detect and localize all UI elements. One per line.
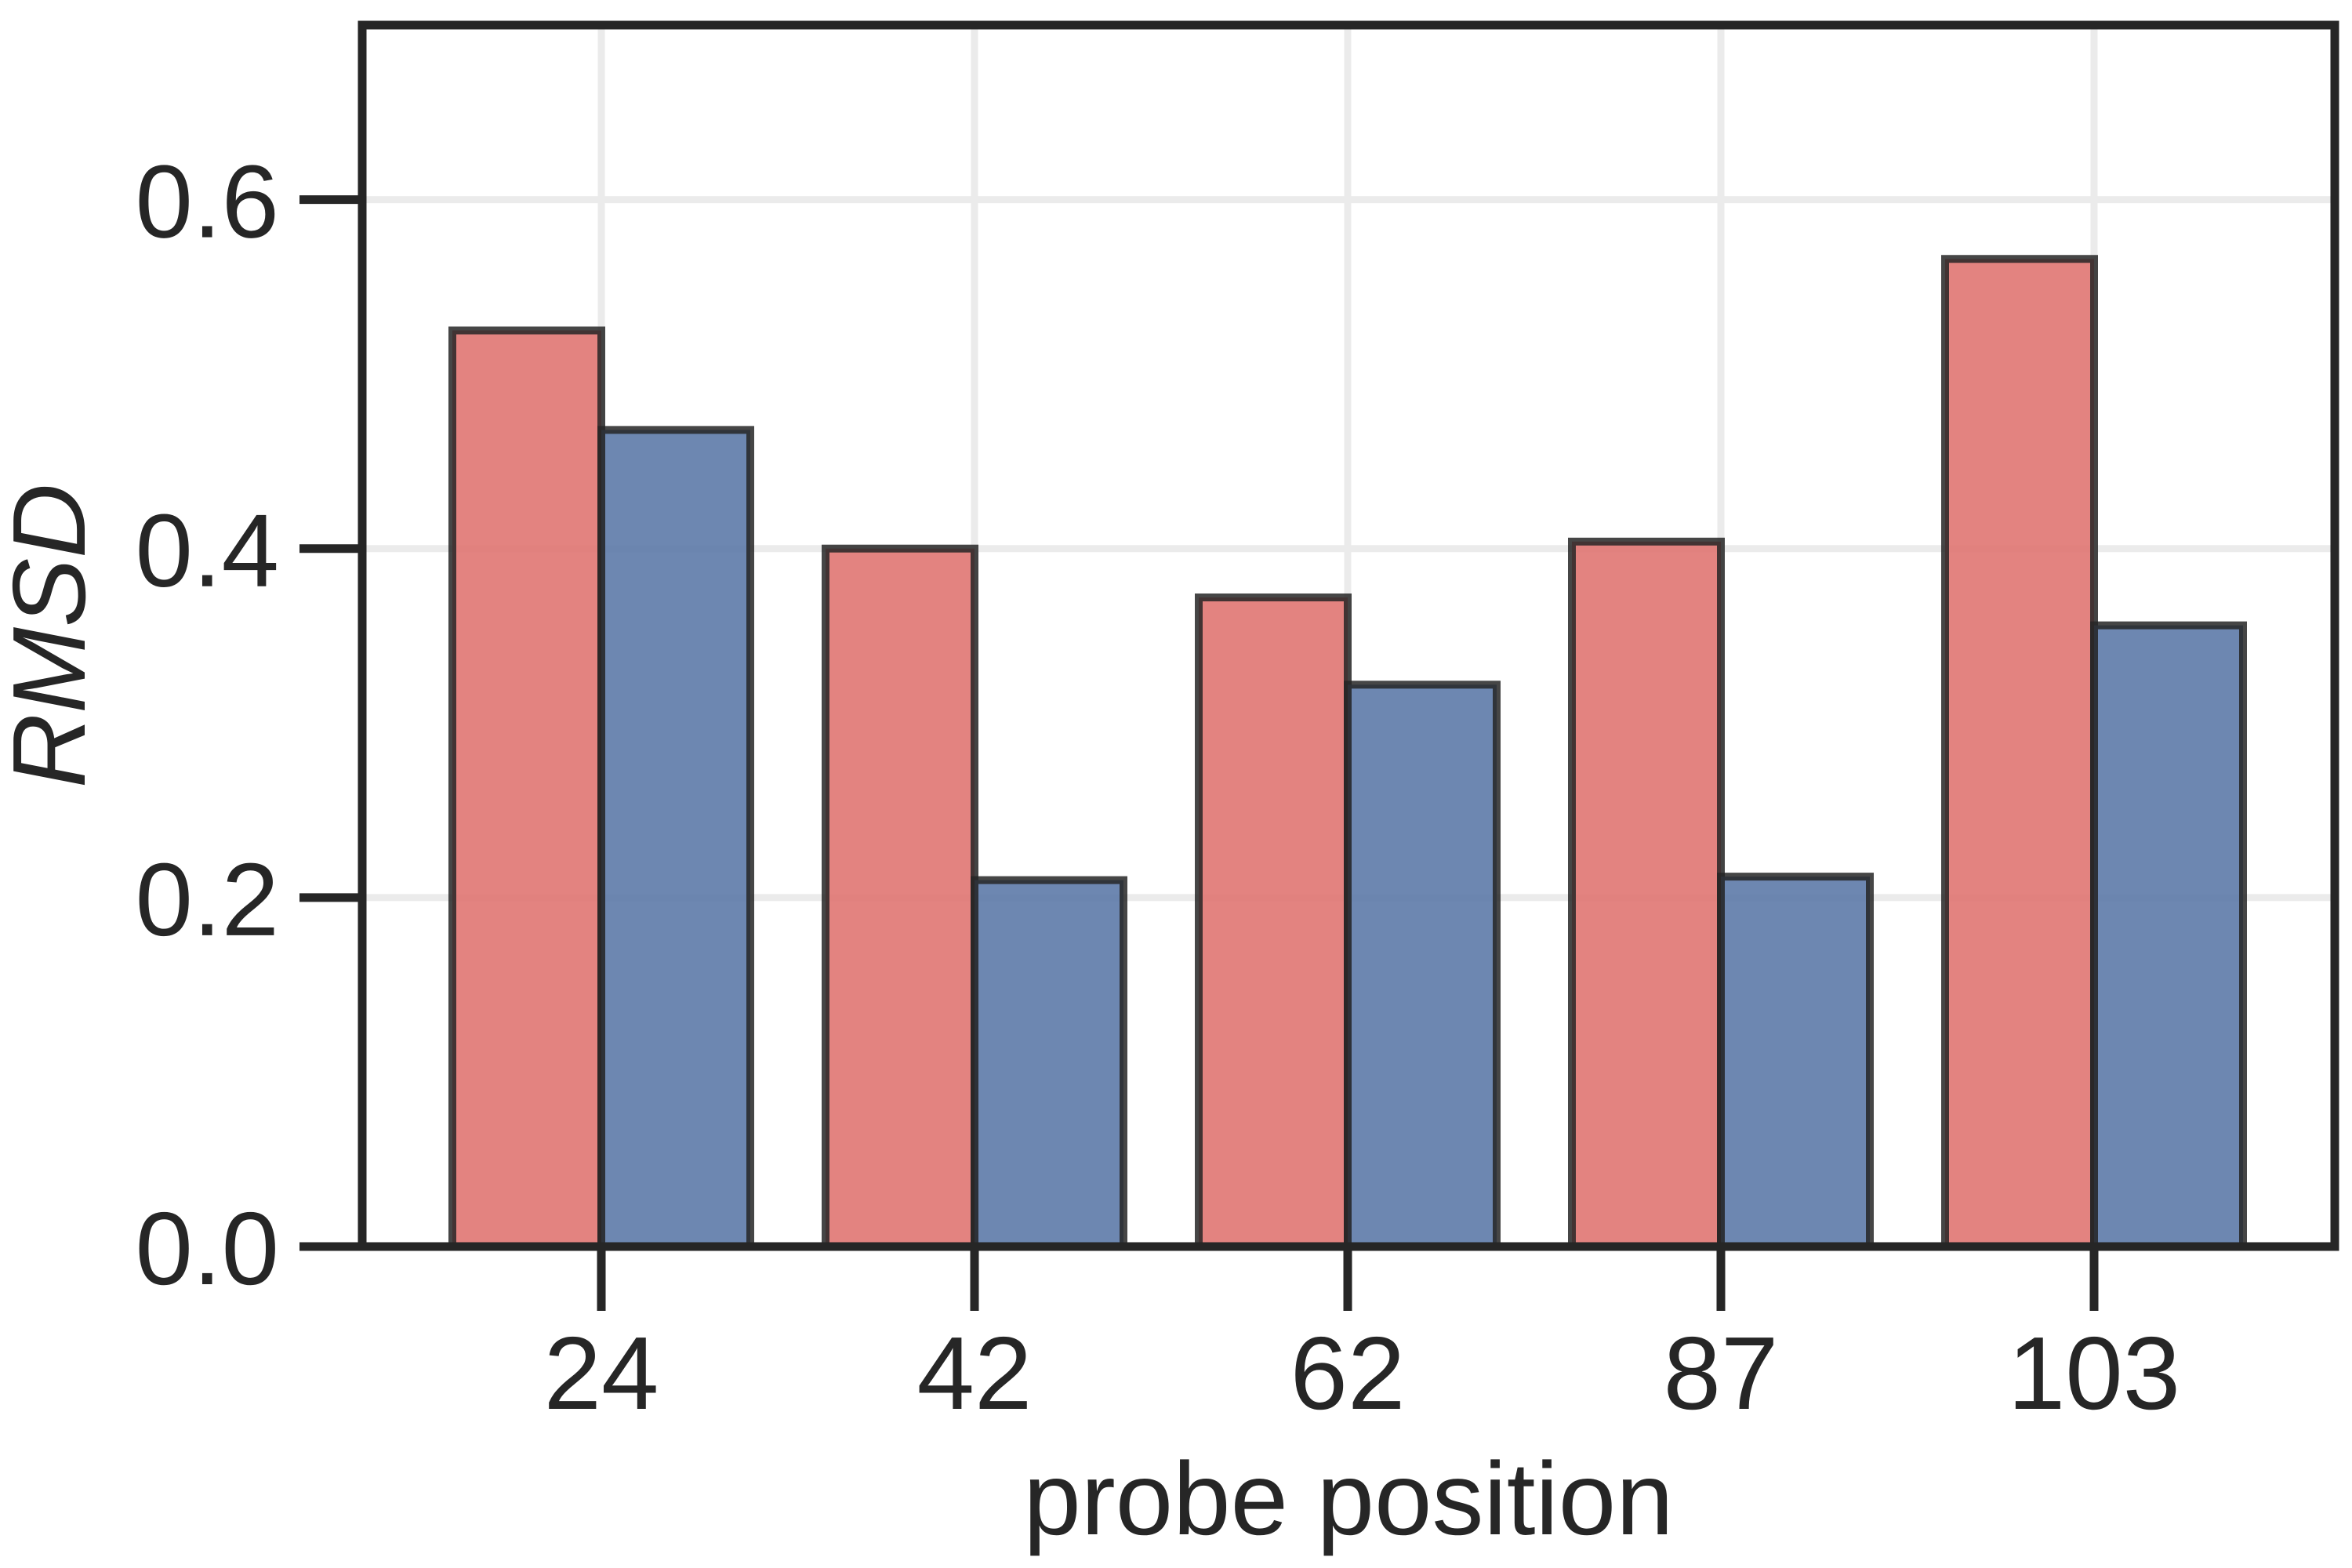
bar-series-1-42	[822, 544, 978, 1250]
y-tick-label: 0.4	[136, 493, 280, 608]
bars	[448, 255, 2247, 1250]
x-tick-label: 24	[544, 1316, 659, 1431]
bar-series-2-42	[971, 876, 1127, 1250]
x-tick-label: 87	[1664, 1316, 1779, 1431]
y-tick-label: 0.6	[136, 144, 280, 260]
bar-series-2-24	[597, 426, 754, 1250]
bar-series-2-87	[1717, 873, 1874, 1250]
bar-series-2-62	[1344, 681, 1501, 1250]
bar-series-1-103	[1941, 255, 2098, 1250]
bar-series-1-87	[1568, 537, 1725, 1250]
bar-series-1-24	[448, 326, 605, 1250]
x-tick-label: 62	[1290, 1316, 1406, 1431]
x-axis-label: probe position	[1023, 1441, 1673, 1556]
y-axis-label: RMSD	[0, 484, 107, 789]
bar-series-2-103	[2090, 621, 2247, 1250]
axis-ticks: 0.0 0.2 0.4 0.6 24 42 62 87 103	[136, 144, 2181, 1431]
x-tick-label: 42	[917, 1316, 1033, 1431]
x-tick-label: 103	[2008, 1316, 2180, 1431]
y-tick-label: 0.0	[136, 1191, 280, 1306]
bar-series-1-62	[1195, 593, 1352, 1250]
y-tick-label: 0.2	[136, 842, 280, 957]
